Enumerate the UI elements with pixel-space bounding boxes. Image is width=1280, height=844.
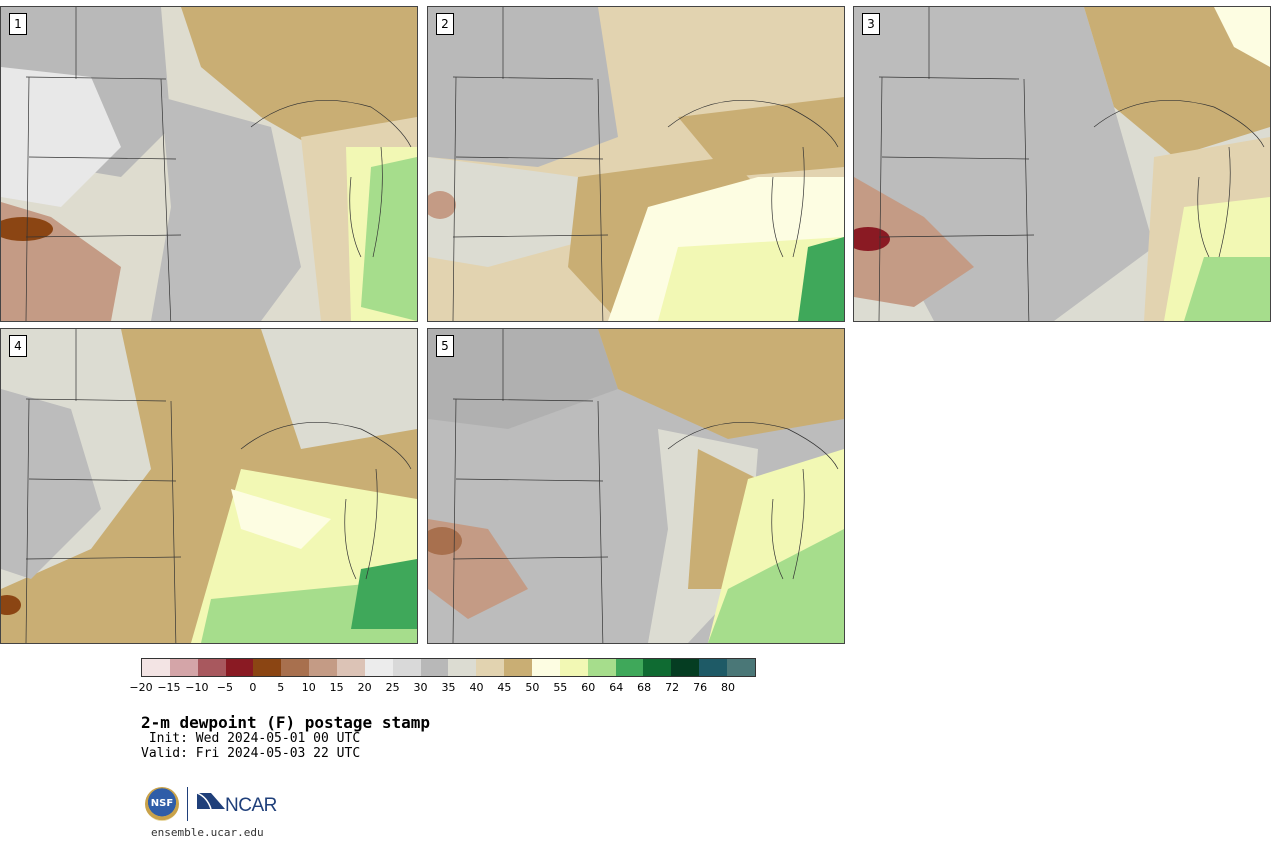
- map-title: 2-m dewpoint (F) postage stamp: [141, 713, 430, 732]
- colorbar-swatch: [253, 659, 282, 676]
- panel-number: 2: [436, 13, 454, 35]
- dewpoint-map-5: [428, 329, 844, 643]
- colorbar-swatch: [671, 659, 700, 676]
- colorbar-tick-label: 40: [469, 681, 484, 694]
- colorbar-tick-label: 30: [413, 681, 428, 694]
- dewpoint-map-4: [1, 329, 417, 643]
- colorbar-tick-label: 72: [665, 681, 680, 694]
- map-panel-4[interactable]: 4: [0, 328, 418, 644]
- map-panel-3[interactable]: 3: [853, 6, 1271, 322]
- colorbar-swatch: [476, 659, 505, 676]
- colorbar-swatch: [699, 659, 728, 676]
- colorbar-tick-label: 10: [301, 681, 316, 694]
- colorbar-swatch: [504, 659, 533, 676]
- colorbar-swatch: [392, 659, 421, 676]
- panel-number: 1: [9, 13, 27, 35]
- dewpoint-map-2: [428, 7, 844, 321]
- colorbar-swatch: [337, 659, 365, 676]
- colorbar-swatch: [420, 659, 449, 676]
- logo-divider: [187, 787, 188, 821]
- ncar-mark-icon: [196, 792, 225, 810]
- colorbar-tick-label: 76: [693, 681, 708, 694]
- colorbar-swatch: [559, 659, 588, 676]
- panel-number: 5: [436, 335, 454, 357]
- colorbar-tick-label: 80: [721, 681, 736, 694]
- dewpoint-map-1: [1, 7, 417, 321]
- colorbar-tick-label: −5: [216, 681, 233, 694]
- colorbar-swatch: [364, 659, 393, 676]
- panel-number: 4: [9, 335, 27, 357]
- colorbar-swatch: [587, 659, 616, 676]
- colorbar-tick-label: 0: [249, 681, 257, 694]
- colorbar-swatch: [169, 659, 198, 676]
- panel-number: 3: [862, 13, 880, 35]
- colorbar-tick-label: 55: [553, 681, 568, 694]
- ncar-logo: NCAR: [196, 791, 277, 819]
- colorbar-tick-label: 64: [609, 681, 624, 694]
- colorbar-tick-label: 45: [497, 681, 512, 694]
- nsf-logo-icon: NSF: [145, 787, 179, 821]
- site-url[interactable]: ensemble.ucar.edu: [151, 826, 264, 839]
- colorbar-swatch: [225, 659, 254, 676]
- colorbar-tick-label: −10: [185, 681, 209, 694]
- colorbar-ticks: −20 −15 −10 −5 0 5 10 15 20 25 30 35 40 45 50 55 60 64 68 7…: [129, 681, 756, 695]
- colorbar-tick-label: 35: [441, 681, 456, 694]
- map-panel-5[interactable]: 5: [427, 328, 845, 644]
- colorbar-tick-label: 25: [385, 681, 400, 694]
- colorbar-swatch: [532, 659, 560, 676]
- colorbar-tick-label: 5: [277, 681, 285, 694]
- colorbar-swatch: [727, 659, 755, 676]
- map-panel-2[interactable]: 2: [427, 6, 845, 322]
- colorbar: [141, 658, 756, 677]
- valid-time: Valid: Fri 2024-05-03 22 UTC: [141, 746, 361, 761]
- colorbar-swatch: [197, 659, 226, 676]
- init-time: Init: Wed 2024-05-01 00 UTC: [141, 731, 361, 746]
- colorbar-swatch: [643, 659, 672, 676]
- colorbar-swatch: [309, 659, 338, 676]
- colorbar-tick-label: −15: [157, 681, 181, 694]
- colorbar-swatch: [142, 659, 170, 676]
- colorbar-tick-label: −20: [129, 681, 153, 694]
- colorbar-tick-label: 60: [581, 681, 596, 694]
- colorbar-swatch: [448, 659, 477, 676]
- sponsor-logos: NSF NCAR: [145, 787, 285, 821]
- ncar-wordmark: NCAR: [225, 795, 277, 816]
- colorbar-swatch: [615, 659, 644, 676]
- dewpoint-map-3: [854, 7, 1270, 321]
- colorbar-swatch: [281, 659, 310, 676]
- colorbar-tick-label: 68: [637, 681, 652, 694]
- map-panel-1[interactable]: 1: [0, 6, 418, 322]
- colorbar-tick-label: 50: [525, 681, 540, 694]
- colorbar-tick-label: 20: [357, 681, 372, 694]
- colorbar-tick-label: 15: [329, 681, 344, 694]
